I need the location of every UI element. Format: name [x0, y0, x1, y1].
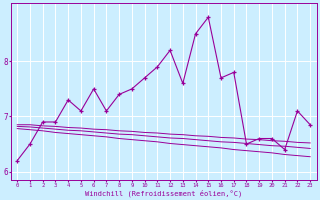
X-axis label: Windchill (Refroidissement éolien,°C): Windchill (Refroidissement éolien,°C): [85, 189, 242, 197]
